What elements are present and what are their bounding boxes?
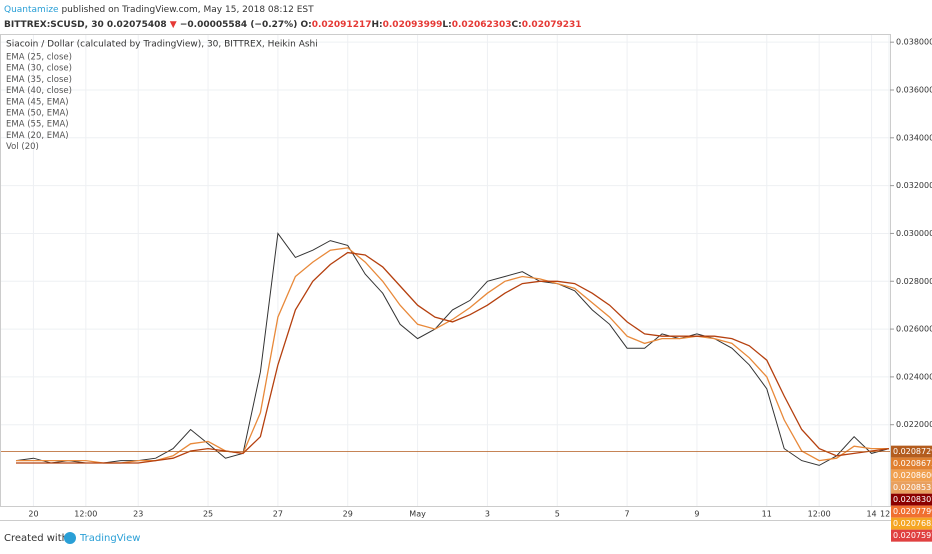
x-tick-label: 9	[694, 510, 699, 519]
y-tick-label: 0.02200000	[896, 420, 932, 429]
x-tick-label: 29	[343, 510, 353, 519]
price-tag-label: 0.02077998	[893, 507, 932, 516]
legend-entry: EMA (50, EMA)	[6, 109, 69, 119]
x-tick-label: 12:0	[880, 510, 898, 519]
legend-entry: EMA (40, close)	[6, 86, 72, 96]
series-line	[15, 232, 890, 466]
y-tick-label: 0.02800000	[896, 277, 932, 286]
y-tick-label: 0.03200000	[896, 181, 932, 190]
x-tick-label: 5	[555, 510, 560, 519]
y-tick-label: 0.03400000	[896, 133, 932, 142]
x-tick-label: 12:00	[808, 510, 831, 519]
x-tick-label: 20	[28, 510, 38, 519]
chart-title: Siacoin / Dollar (calculated by TradingV…	[6, 40, 318, 50]
grid	[1, 35, 890, 506]
price-tag	[891, 493, 932, 506]
x-tick-label: 25	[203, 510, 213, 519]
ohlc-value: 0.02093999	[383, 20, 443, 30]
footer-created: Created with	[4, 533, 68, 544]
x-tick-label: 23	[133, 510, 143, 519]
y-tick-label: 0.03600000	[896, 85, 932, 94]
series-line	[16, 247, 889, 464]
ohlc-label: H:	[371, 20, 382, 30]
price-tag-label: 0.02086753	[893, 459, 932, 468]
x-tick-label: 12:00	[74, 510, 97, 519]
series-line	[16, 251, 890, 464]
price-tag	[891, 457, 932, 470]
price-tag-label: 0.02086008	[893, 471, 932, 480]
ohlc-value: 0.02062303	[452, 20, 512, 30]
x-tick-label: 7	[625, 510, 630, 519]
x-tick-label: 14	[866, 510, 876, 519]
direction: ▼	[170, 20, 177, 30]
x-tick-label: 11	[762, 510, 772, 519]
legend-entry: Vol (20)	[6, 142, 39, 152]
price-tag	[891, 517, 932, 530]
price-tag-label: 0.02085316	[893, 483, 932, 492]
price-tag	[891, 505, 932, 518]
price-tag	[891, 481, 932, 494]
plot-frame	[0, 34, 891, 507]
price-tag-label: 0.02083076	[893, 495, 932, 504]
legend-entry: EMA (45, EMA)	[6, 97, 69, 107]
price-tag-label: 0.02075976	[893, 531, 932, 540]
footer-brand: TradingView	[79, 533, 140, 544]
y-tick-label: 0.03800000	[896, 38, 932, 47]
ohlc-label: C:	[512, 20, 522, 30]
author: Quantamize	[4, 5, 59, 15]
y-tick-label: 0.03000000	[896, 229, 932, 238]
y-tick-label: 0.02400000	[896, 372, 932, 381]
logo	[64, 532, 76, 544]
symbol-line: BITTREX:SCUSD, 30 0.02075408 ▼ −0.000055…	[4, 20, 582, 30]
y-tick-label: 0.02600000	[896, 325, 932, 334]
price-tag	[891, 469, 932, 482]
legend-entry: EMA (55, EMA)	[6, 120, 69, 130]
x-tick-label: 27	[273, 510, 283, 519]
last: 0.02075408	[107, 20, 167, 30]
ohlc-value: 0.02091217	[312, 20, 372, 30]
legend-entry: EMA (25, close)	[6, 53, 72, 63]
x-tick-label: May	[409, 510, 426, 519]
change: −0.00005584 (−0.27%)	[180, 20, 297, 30]
x-tick-label: 3	[485, 510, 490, 519]
price-tag	[891, 529, 932, 542]
published: published on TradingView.com, May 15, 20…	[61, 5, 314, 15]
ohlc-label: L:	[442, 20, 451, 30]
header-line: Quantamize published on TradingView.com,…	[4, 5, 314, 15]
price-tag-label: 0.02087299	[893, 447, 932, 456]
legend-entry: EMA (35, close)	[6, 75, 72, 85]
price-tag-label: 0.02076856	[893, 519, 932, 528]
price-tag	[891, 445, 932, 458]
ohlc-value: 0.02079231	[522, 20, 582, 30]
legend-entry: EMA (30, close)	[6, 64, 72, 74]
symbol: BITTREX:SCUSD, 30	[4, 20, 104, 30]
legend-entry: EMA (20, EMA)	[6, 131, 69, 141]
ohlc-label: O:	[300, 20, 311, 30]
